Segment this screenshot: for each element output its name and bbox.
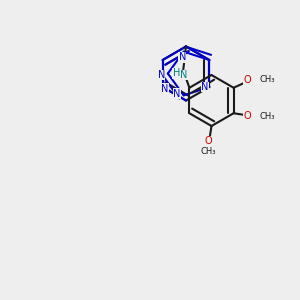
Text: CH₃: CH₃ [260, 75, 275, 84]
Text: O: O [244, 75, 251, 85]
Text: N: N [201, 82, 208, 92]
Text: N: N [178, 52, 186, 62]
Text: CH₃: CH₃ [260, 112, 275, 121]
Text: O: O [244, 111, 251, 121]
Text: CH₃: CH₃ [201, 147, 216, 156]
Text: H: H [172, 68, 180, 79]
Text: O: O [205, 136, 212, 146]
Text: N: N [161, 83, 169, 94]
Text: N: N [173, 89, 181, 99]
Text: N: N [180, 70, 188, 80]
Text: N: N [158, 70, 165, 80]
